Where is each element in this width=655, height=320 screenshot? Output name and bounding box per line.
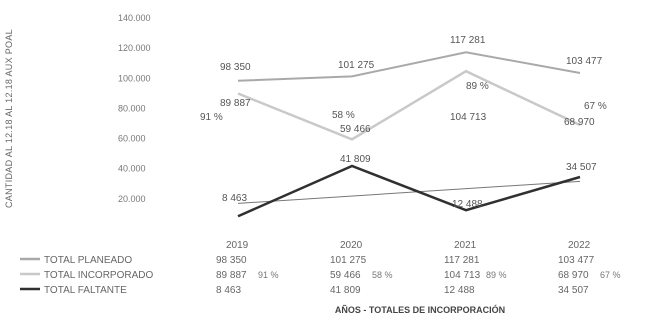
table-cell: 12 488 [444, 285, 475, 296]
data-label: 103 477 [566, 56, 603, 67]
x-tick-label: 2021 [454, 240, 477, 251]
y-tick-label: 120.000 [118, 43, 151, 53]
table-percent: 67 % [600, 270, 621, 280]
table-cell: 98 350 [216, 255, 247, 266]
table-cell: 117 281 [444, 255, 480, 266]
table-cell: 89 887 [216, 270, 247, 281]
table-cell: 68 970 [558, 270, 589, 281]
percent-label: 67 % [584, 101, 607, 112]
data-label: 98 350 [220, 62, 251, 73]
legend-label: TOTAL FALTANTE [44, 285, 127, 296]
data-label: 8 463 [222, 193, 247, 204]
table-percent: 89 % [486, 270, 507, 280]
x-tick-label: 2020 [340, 240, 363, 251]
data-label: 34 507 [566, 162, 597, 173]
data-label: 68 970 [564, 117, 595, 128]
table-cell: 101 275 [330, 255, 367, 266]
trendline [237, 180, 581, 204]
data-label: 104 713 [450, 112, 487, 123]
y-tick-label: 60.000 [118, 134, 146, 144]
percent-label: 89 % [466, 81, 489, 92]
y-tick-label: 140.000 [118, 13, 151, 23]
table-cell: 34 507 [558, 285, 589, 296]
data-label: 41 809 [340, 154, 371, 165]
data-label: 12 488 [452, 199, 483, 210]
table-percent: 58 % [372, 270, 393, 280]
table-cell: 104 713 [444, 270, 481, 281]
y-tick-label: 100.000 [118, 73, 151, 83]
data-label: 101 275 [338, 60, 375, 71]
x-tick-label: 2022 [568, 240, 591, 251]
table-cell: 59 466 [330, 270, 361, 281]
table-percent: 91 % [258, 270, 279, 280]
legend-label: TOTAL INCORPORADO [44, 270, 153, 281]
legend-label: TOTAL PLANEADO [44, 255, 132, 266]
percent-label: 58 % [332, 110, 355, 121]
series-line-0 [237, 51, 581, 82]
x-tick-label: 2019 [226, 240, 249, 251]
data-label: 59 466 [340, 124, 371, 135]
y-tick-label: 40.000 [118, 164, 146, 174]
series-line-1 [237, 69, 581, 141]
percent-label: 91 % [200, 112, 223, 123]
x-axis-title: AÑOS - TOTALES DE INCORPORACIÓN [334, 305, 506, 315]
series-line-2 [237, 164, 581, 218]
data-label: 117 281 [450, 35, 486, 46]
data-label: 89 887 [220, 98, 251, 109]
table-cell: 41 809 [330, 285, 361, 296]
table-cell: 8 463 [216, 285, 241, 296]
y-tick-label: 80.000 [118, 103, 146, 113]
y-tick-label: 20.000 [118, 194, 146, 204]
table-cell: 103 477 [558, 255, 595, 266]
